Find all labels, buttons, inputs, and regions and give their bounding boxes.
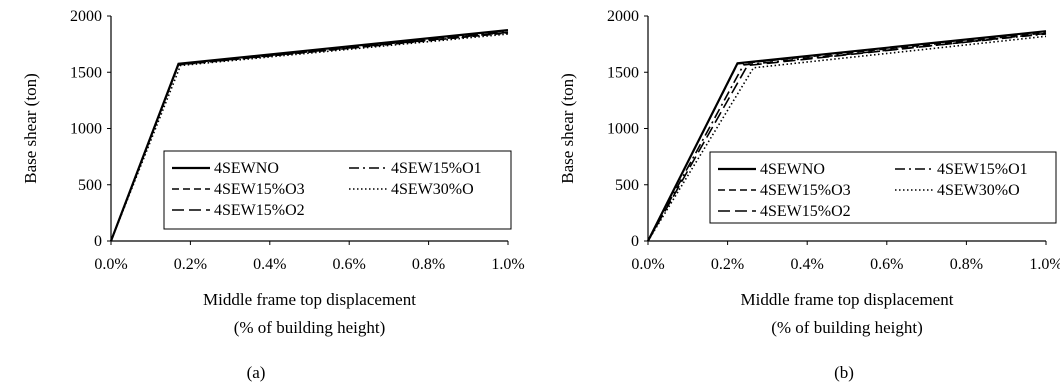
legend-label: 4SEW15%O2 [760,203,851,220]
y-tick-label: 0 [631,233,639,250]
x-tick-label: 0.6% [870,256,903,273]
x-tick-label: 1.0% [491,256,524,273]
x-axis-label-units: (% of building height) [234,318,386,337]
x-tick-label: 0.8% [412,256,445,273]
x-tick-label: 0.0% [94,256,127,273]
legend: 4SEWNO 4SEW15%O3 4SEW15%O2 4SEW15%O1 4SEW30%… [163,150,512,230]
panel-caption: (b) [834,363,854,382]
legend-label: 4SEWNO [214,160,279,177]
legend-label: 4SEW30%O [937,182,1020,199]
panel-caption: (a) [247,363,266,382]
legend-box [709,151,1057,224]
series-line-4SEW15%O2 [647,32,1047,242]
x-axis-label-units: (% of building height) [771,318,923,337]
x-tick-label: 0.4% [791,256,824,273]
legend-label: 4SEW15%O1 [391,160,482,177]
x-tick-label: 0.2% [174,256,207,273]
legend-label: 4SEW15%O3 [760,182,851,199]
x-tick-label: 1.0% [1029,256,1060,273]
chart-panel-b: 0 500 1000 1500 2000 0.0% 0.2% 0.4% 0.6% 0.8% 1.0%… [558,8,1060,382]
x-tick-label: 0.4% [253,256,286,273]
legend-box [163,150,512,230]
y-tick-label: 500 [78,177,102,194]
x-tick-label: 0.0% [631,256,664,273]
x-axis-label: Middle frame top displacement [741,290,954,309]
x-axis-label: Middle frame top displacement [203,290,416,309]
y-tick-label: 1500 [607,64,639,81]
legend-label: 4SEW30%O [391,181,474,198]
legend-label: 4SEW15%O1 [937,161,1028,178]
x-tick-label: 0.2% [711,256,744,273]
y-axis-label: Base shear (ton) [21,73,40,183]
y-tick-label: 2000 [70,8,102,25]
y-tick-label: 500 [615,177,639,194]
y-tick-label: 1500 [70,64,102,81]
x-tick-label: 0.6% [333,256,366,273]
chart-panel-a: 0 500 1000 1500 2000 0.0% 0.2% 0.4% 0.6% 0.8% 1.0%… [21,8,525,382]
y-tick-label: 1000 [607,121,639,138]
y-tick-label: 2000 [607,8,639,25]
legend-label: 4SEWNO [760,161,825,178]
series-line-4SEW15%O2 [110,31,509,242]
y-axis-label: Base shear (ton) [558,73,577,183]
legend-label: 4SEW15%O3 [214,181,305,198]
series-line-4SEW30%O [110,33,509,242]
y-tick-label: 0 [94,233,102,250]
y-tick-label: 1000 [70,121,102,138]
x-tick-label: 0.8% [950,256,983,273]
series-line-4SEW15%O3 [647,32,1047,242]
legend-label: 4SEW15%O2 [214,202,305,219]
legend: 4SEWNO 4SEW15%O3 4SEW15%O2 4SEW15%O1 4SEW30%… [709,151,1057,224]
